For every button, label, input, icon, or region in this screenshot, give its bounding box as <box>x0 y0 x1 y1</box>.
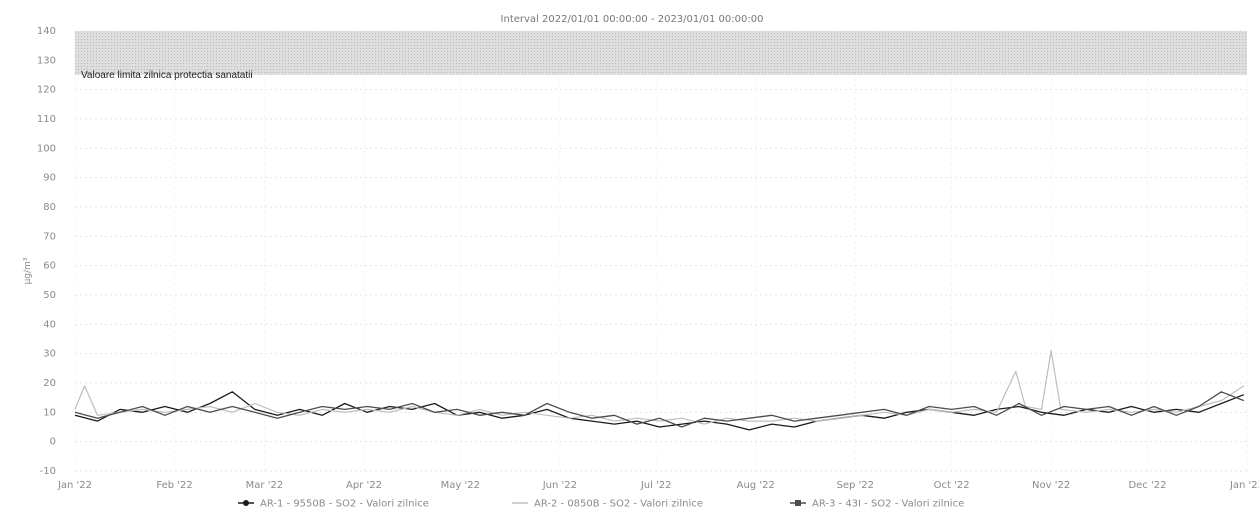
y-tick-label: 20 <box>43 378 56 389</box>
y-tick-label: 130 <box>37 55 56 66</box>
x-tick-label: Jan '23 <box>1229 480 1259 491</box>
legend-marker <box>795 500 801 506</box>
x-tick-label: Sep '22 <box>837 480 875 491</box>
legend[interactable]: AR-1 - 9550B - SO2 - Valori zilnice AR-2 … <box>238 499 964 510</box>
x-tick-label: Jan '22 <box>57 480 92 491</box>
threshold-band-area <box>75 31 1247 75</box>
y-tick-label: 40 <box>43 319 56 330</box>
threshold-band: Valoare limita zilnica protectia sanatat… <box>75 31 1247 81</box>
x-tick-label: Nov '22 <box>1032 480 1070 491</box>
x-tick-label: Jul '22 <box>640 480 672 491</box>
y-tick-label: -10 <box>40 466 56 477</box>
y-axis-unit: µg/m³ <box>23 257 33 284</box>
y-tick-label: 70 <box>43 231 56 242</box>
axes: -10 0 10 20 30 40 50 60 70 80 90 100 110 120 130 140 Jan… <box>37 26 1259 491</box>
legend-label: AR-2 - 0850B - SO2 - Valori zilnice <box>534 499 703 510</box>
y-tick-label: 140 <box>37 26 56 37</box>
y-tick-label: 120 <box>37 85 56 96</box>
series-line-2 <box>74 350 1245 425</box>
y-tick-label: 10 <box>43 407 56 418</box>
grid <box>74 30 1248 472</box>
threshold-band-label: Valoare limita zilnica protectia sanatat… <box>81 70 253 81</box>
legend-label: AR-3 - 43I - SO2 - Valori zilnice <box>812 499 964 510</box>
y-tick-label: 100 <box>37 143 56 154</box>
legend-item-2[interactable]: AR-2 - 0850B - SO2 - Valori zilnice <box>512 499 703 510</box>
series-line-1 <box>74 391 1245 431</box>
x-tick-label: Mar '22 <box>246 480 284 491</box>
x-tick-label: Dec '22 <box>1128 480 1166 491</box>
legend-label: AR-1 - 9550B - SO2 - Valori zilnice <box>260 499 429 510</box>
series-line-3 <box>74 391 1245 428</box>
y-tick-label: 90 <box>43 173 56 184</box>
chart-title: Interval 2022/01/01 00:00:00 - 2023/01/0… <box>501 14 764 25</box>
y-tick-label: 50 <box>43 290 56 301</box>
y-tick-label: 80 <box>43 202 56 213</box>
legend-item-1[interactable]: AR-1 - 9550B - SO2 - Valori zilnice <box>238 499 429 510</box>
y-tick-label: 60 <box>43 261 56 272</box>
x-tick-label: Oct '22 <box>934 480 970 491</box>
y-tick-label: 110 <box>37 114 56 125</box>
x-tick-label: May '22 <box>441 480 480 491</box>
legend-marker <box>243 500 249 506</box>
series-lines <box>74 350 1245 431</box>
x-tick-label: Jun '22 <box>542 480 577 491</box>
y-tick-label: 30 <box>43 349 56 360</box>
y-tick-label: 0 <box>50 437 56 448</box>
x-tick-label: Feb '22 <box>156 480 192 491</box>
x-tick-label: Aug '22 <box>737 480 775 491</box>
x-tick-label: Apr '22 <box>346 480 382 491</box>
legend-item-3[interactable]: AR-3 - 43I - SO2 - Valori zilnice <box>790 499 964 510</box>
